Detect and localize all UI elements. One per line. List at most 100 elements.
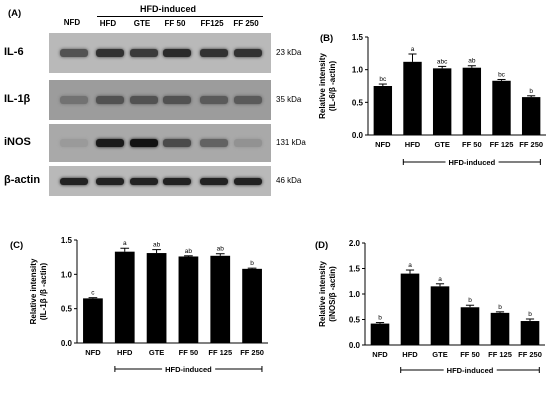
x-tick-label: FF 125 xyxy=(490,140,514,149)
blot-band xyxy=(130,177,158,185)
blot-band xyxy=(234,49,262,57)
group-label: HFD-induced xyxy=(448,158,495,167)
x-tick-label: GTE xyxy=(432,350,447,359)
significance-label: ab xyxy=(217,246,225,253)
chart-il6: (B) Relative intensity (IL-6/β -actin) 0.0 0… xyxy=(318,33,546,167)
y-tick-label: 2.0 xyxy=(349,239,361,248)
x-tick-label: HFD xyxy=(402,350,418,359)
blot-kda-label: 35 kDa xyxy=(276,95,302,104)
bar xyxy=(462,67,482,135)
blot-strip xyxy=(49,166,271,196)
group-label-bg xyxy=(445,158,499,167)
panel-letter: (B) xyxy=(320,33,333,44)
blot-band xyxy=(60,49,88,57)
x-tick-label: GTE xyxy=(434,140,449,149)
blot-band xyxy=(130,139,158,147)
x-tick-label: GTE xyxy=(149,348,164,357)
blot-band xyxy=(96,49,124,57)
significance-label: c xyxy=(91,290,95,297)
chart-il1b: (C) Relative intensity (IL-1β /β -actin) 0.… xyxy=(10,236,268,374)
blot-band xyxy=(163,139,191,147)
blot-band xyxy=(234,139,262,147)
blot-group-line xyxy=(97,16,263,17)
significance-label: b xyxy=(498,304,502,311)
panel-letter: (D) xyxy=(315,240,328,251)
blot-kda-label: 23 kDa xyxy=(276,48,302,57)
y-tick-label: 0.5 xyxy=(61,305,73,314)
blot-band xyxy=(200,49,228,57)
y-tick-label: 0.0 xyxy=(352,131,364,140)
group-label-bg xyxy=(162,365,216,374)
lane-label: HFD xyxy=(99,19,117,28)
y-tick-label: 0.0 xyxy=(349,341,361,350)
y-axis-label: (IL-1β /β -actin) xyxy=(39,263,48,321)
y-axis-label: (IL-6/β -actin) xyxy=(328,61,337,112)
bar xyxy=(430,286,450,345)
y-tick-label: 1.0 xyxy=(352,66,364,75)
bar xyxy=(210,255,231,343)
bar xyxy=(370,323,390,345)
y-axis-label: Relative intensity xyxy=(318,53,327,119)
blot-band xyxy=(163,177,191,185)
lane-label: NFD xyxy=(63,18,81,27)
y-tick-label: 1.5 xyxy=(61,236,73,245)
blot-band xyxy=(200,139,228,147)
bar xyxy=(460,307,480,345)
significance-label: a xyxy=(123,240,127,247)
blot-band xyxy=(60,139,88,147)
blot-protein-label: IL-1β xyxy=(4,93,31,105)
chart-inos: (D) Relative intensity (iNOS/β -actin) 0.0 0… xyxy=(315,239,545,375)
y-tick-label: 1.0 xyxy=(349,290,361,299)
bar xyxy=(520,321,540,345)
significance-label: ab xyxy=(468,58,476,65)
bar xyxy=(373,86,393,135)
blot-band xyxy=(234,96,262,104)
y-tick-label: 1.5 xyxy=(352,33,364,42)
x-tick-label: FF 250 xyxy=(519,140,543,149)
blot-protein-label: IL-6 xyxy=(4,46,24,58)
significance-label: a xyxy=(408,262,412,269)
significance-label: b xyxy=(250,260,254,267)
x-tick-label: FF 50 xyxy=(462,140,482,149)
blot-band xyxy=(200,177,228,185)
x-tick-label: FF 50 xyxy=(460,350,480,359)
blot-band xyxy=(96,96,124,104)
western-blot-panel: (A) HFD-induced NFD HFD GTE FF 50 FF125 FF 25… xyxy=(0,0,315,200)
y-tick-label: 1.5 xyxy=(349,265,361,274)
significance-label: abc xyxy=(437,58,448,65)
x-tick-label: HFD xyxy=(117,348,133,357)
blot-band xyxy=(60,177,88,185)
x-tick-label: FF 125 xyxy=(208,348,232,357)
x-tick-label: NFD xyxy=(85,348,101,357)
blot-band xyxy=(130,96,158,104)
bar xyxy=(432,68,452,135)
blot-strip xyxy=(49,33,271,73)
y-axis-label: Relative intensity xyxy=(29,258,38,324)
x-tick-label: FF 250 xyxy=(518,350,542,359)
significance-label: b xyxy=(468,297,472,304)
x-tick-label: FF 125 xyxy=(488,350,512,359)
x-tick-label: FF 250 xyxy=(240,348,264,357)
blot-band xyxy=(234,177,262,185)
bar xyxy=(242,268,262,343)
blot-kda-label: 46 kDa xyxy=(276,176,302,185)
blot-band xyxy=(60,96,88,104)
blot-band xyxy=(130,49,158,57)
blot-protein-label: β-actin xyxy=(4,174,41,186)
bar xyxy=(492,80,511,135)
lane-label: FF 50 xyxy=(164,19,186,28)
significance-label: b xyxy=(378,315,382,322)
lane-label: GTE xyxy=(133,19,151,28)
panel-letter-a: (A) xyxy=(8,8,22,19)
y-axis-label: (iNOS/β -actin) xyxy=(328,266,337,322)
significance-label: b xyxy=(528,311,532,318)
bar xyxy=(83,298,103,343)
bar xyxy=(146,253,167,343)
blot-band xyxy=(163,96,191,104)
y-axis-label: Relative intensity xyxy=(318,261,327,327)
bar xyxy=(521,97,541,135)
bar xyxy=(400,273,420,345)
blot-group-label: HFD-induced xyxy=(140,4,196,14)
y-tick-label: 0.5 xyxy=(349,316,361,325)
blot-band xyxy=(96,177,124,185)
